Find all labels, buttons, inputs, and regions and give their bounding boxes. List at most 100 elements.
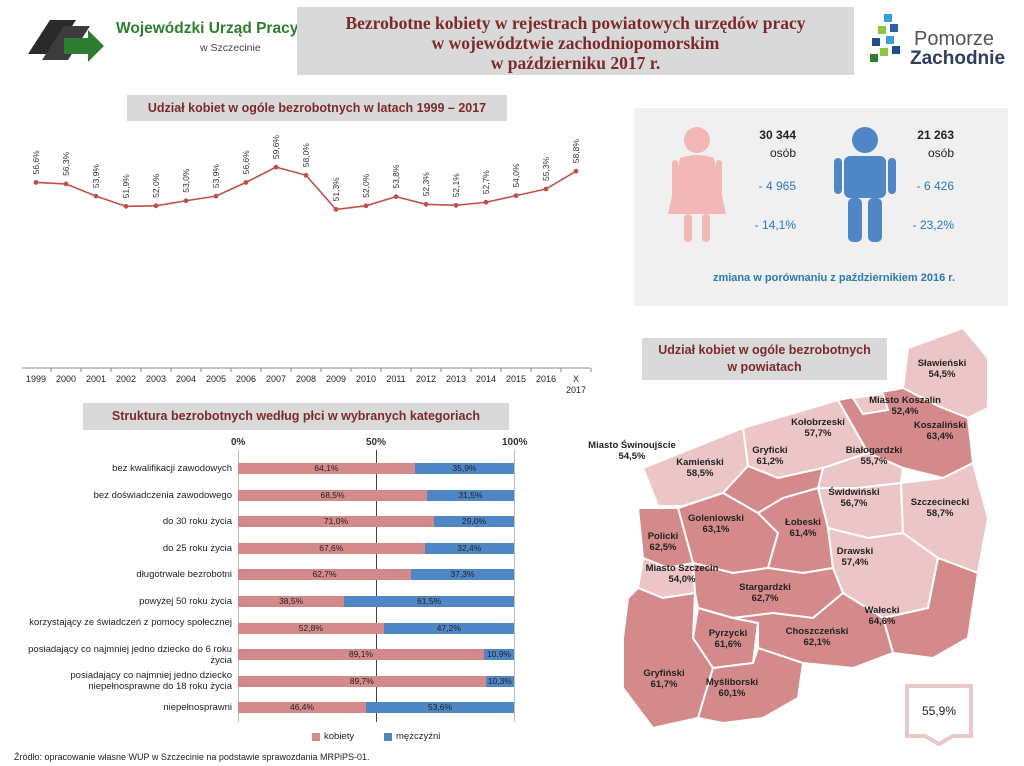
district-value: 58,7% [926,508,954,519]
legend-women-label: kobiety [324,731,355,742]
legend-men-swatch [384,732,392,741]
line-point [513,193,519,199]
women-count: 30 344 [759,128,796,142]
district-value: 63,4% [926,431,954,442]
title-line-3: w październiku 2017 r. [490,53,661,73]
women-change-abs: - 4 965 [758,179,796,193]
x-tick-label: 2013 [446,374,466,384]
line-data-label: 58,0% [301,143,311,168]
partner-name-2: Zachodnie [910,48,1006,69]
x-tick-label: 2006 [236,374,256,384]
axis-tick-100: 100% [502,437,528,448]
district-label: Myśliborski 60,1% [682,677,782,699]
district-name: Stargardzki [739,582,791,593]
x-tick-label: 2004 [176,374,196,384]
x-tick-label: 2009 [326,374,346,384]
bar-category-label: długotrwale bezrobotni [136,569,232,581]
legend-men-label: mężczyźni [396,731,441,742]
district-name: Choszczeński [785,626,849,637]
total-badge-frame [905,684,973,746]
line-data-label: 54,0% [511,163,521,188]
total-value: 55,9% [921,704,957,718]
district-name: Białogardzki [845,445,903,456]
men-change-abs: - 6 426 [916,179,954,193]
district-name: Miasto Szczecin [645,563,719,574]
district-name: Gryficki [752,445,788,456]
line-data-label: 58,8% [571,139,581,164]
bar-segment-women: 89,1% [238,649,484,661]
x-tick-label: 2012 [416,374,436,384]
comparison-note: zmiana w porównaniu z październikiem 201… [712,272,956,284]
district-value: 64,6% [868,616,896,627]
x-tick-label: 2010 [356,374,376,384]
bar-category-label: do 25 roku życia [162,542,232,554]
line-data-label: 52,0% [361,173,371,198]
line-chart-title: Udział kobiet w ogóle bezrobotnych w lat… [127,95,507,121]
pomorze-logo-icon [870,14,900,62]
line-chart: 56,6% 56,3% 53,9% 51,9% 52,0% 53,0% 53,9% 56,6%… [22,135,592,395]
woman-icon [668,127,726,242]
line-data-label: 53,9% [91,164,101,189]
district-name: Miasto Koszalin [869,395,941,406]
line-data-label: 52,0% [151,173,161,198]
bar-segment-women: 71,0% [238,516,434,528]
district-label: Miasto Szczecin 54,0% [632,563,732,585]
x-tick-label: 2011 [386,374,405,384]
bar-category-label: bez kwalifikacji zawodowych [112,463,232,474]
district-label: Świdwiński 56,7% [804,487,904,509]
wup-logo-icon [28,20,104,62]
district-label: Goleniowski 63,1% [666,513,766,535]
x-tick-label: 2002 [116,374,136,384]
district-label: Stargardzki 62,7% [715,582,815,604]
bar-segment-women: 52,8% [238,622,384,634]
bar-segment-men: 10,3% [485,675,514,687]
partner-name-1: Pomorze [914,28,995,50]
x-tick-label: 2003 [146,374,166,384]
legend-women: kobiety [312,731,354,742]
district-name: Szczecinecki [910,497,970,508]
line-point [33,180,39,185]
line-point [393,194,399,200]
women-change-pct: - 14,1% [754,218,796,232]
line-point [483,199,489,205]
bar-segment-men: 35,9% [414,463,514,474]
bar-category-label: powyżej 50 roku życia [139,596,232,607]
district-value: 62,5% [649,542,677,553]
bar-gridline [376,450,377,722]
bar-chart: 0% 50% 100% bez kwalifikacji zawodowych 6… [0,430,540,750]
district-label: Miasto Koszalin 52,4% [855,395,955,417]
district-label: Kołobrzeski 57,7% [768,417,868,439]
line-point [273,164,279,170]
bar-category-label: posiadający co najmniej jedno dziecko do… [28,643,232,666]
line-point [333,206,339,212]
line-data-label: 52,1% [451,173,461,198]
bar-chart-title: Struktura bezrobotnych według płci w wyb… [83,403,509,430]
line-point [363,203,369,209]
stats-panel: 30 344 osób - 4 965 - 14,1% 21 263 osób … [634,108,1008,306]
district-name: Goleniowski [688,513,744,524]
line-data-label: 53,8% [391,164,401,189]
bar-segment-women: 64,1% [238,463,415,474]
line-point [183,198,189,204]
district-label: Szczecinecki 58,7% [890,497,990,519]
line-point [123,203,129,209]
x-tick-label: 2017 [566,385,586,395]
bar-segment-men: 31,5% [427,489,514,501]
map-title: Udział kobiet w ogóle bezrobotnych w pow… [642,338,887,380]
map-title-line-2: w powiatach [727,360,802,374]
district-value: 55,7% [860,456,888,467]
x-tick-label: 2005 [206,374,226,384]
men-change-pct: - 23,2% [912,218,954,232]
line-point [153,203,159,209]
bar-gridline [238,450,239,722]
district-value: 63,1% [702,524,730,535]
district-label: Gryficki 61,2% [720,445,820,467]
bar-segment-men: 32,4% [424,542,514,554]
district-label: Koszaliński 63,4% [890,420,990,442]
map-region-choszczenski [732,591,895,670]
men-count: 21 263 [917,128,954,142]
x-tick-label: 1999 [26,374,46,384]
map-region-mysliborski [696,646,805,725]
district-label: Drawski 57,4% [805,546,905,568]
district-name: Gryfiński [643,668,685,679]
